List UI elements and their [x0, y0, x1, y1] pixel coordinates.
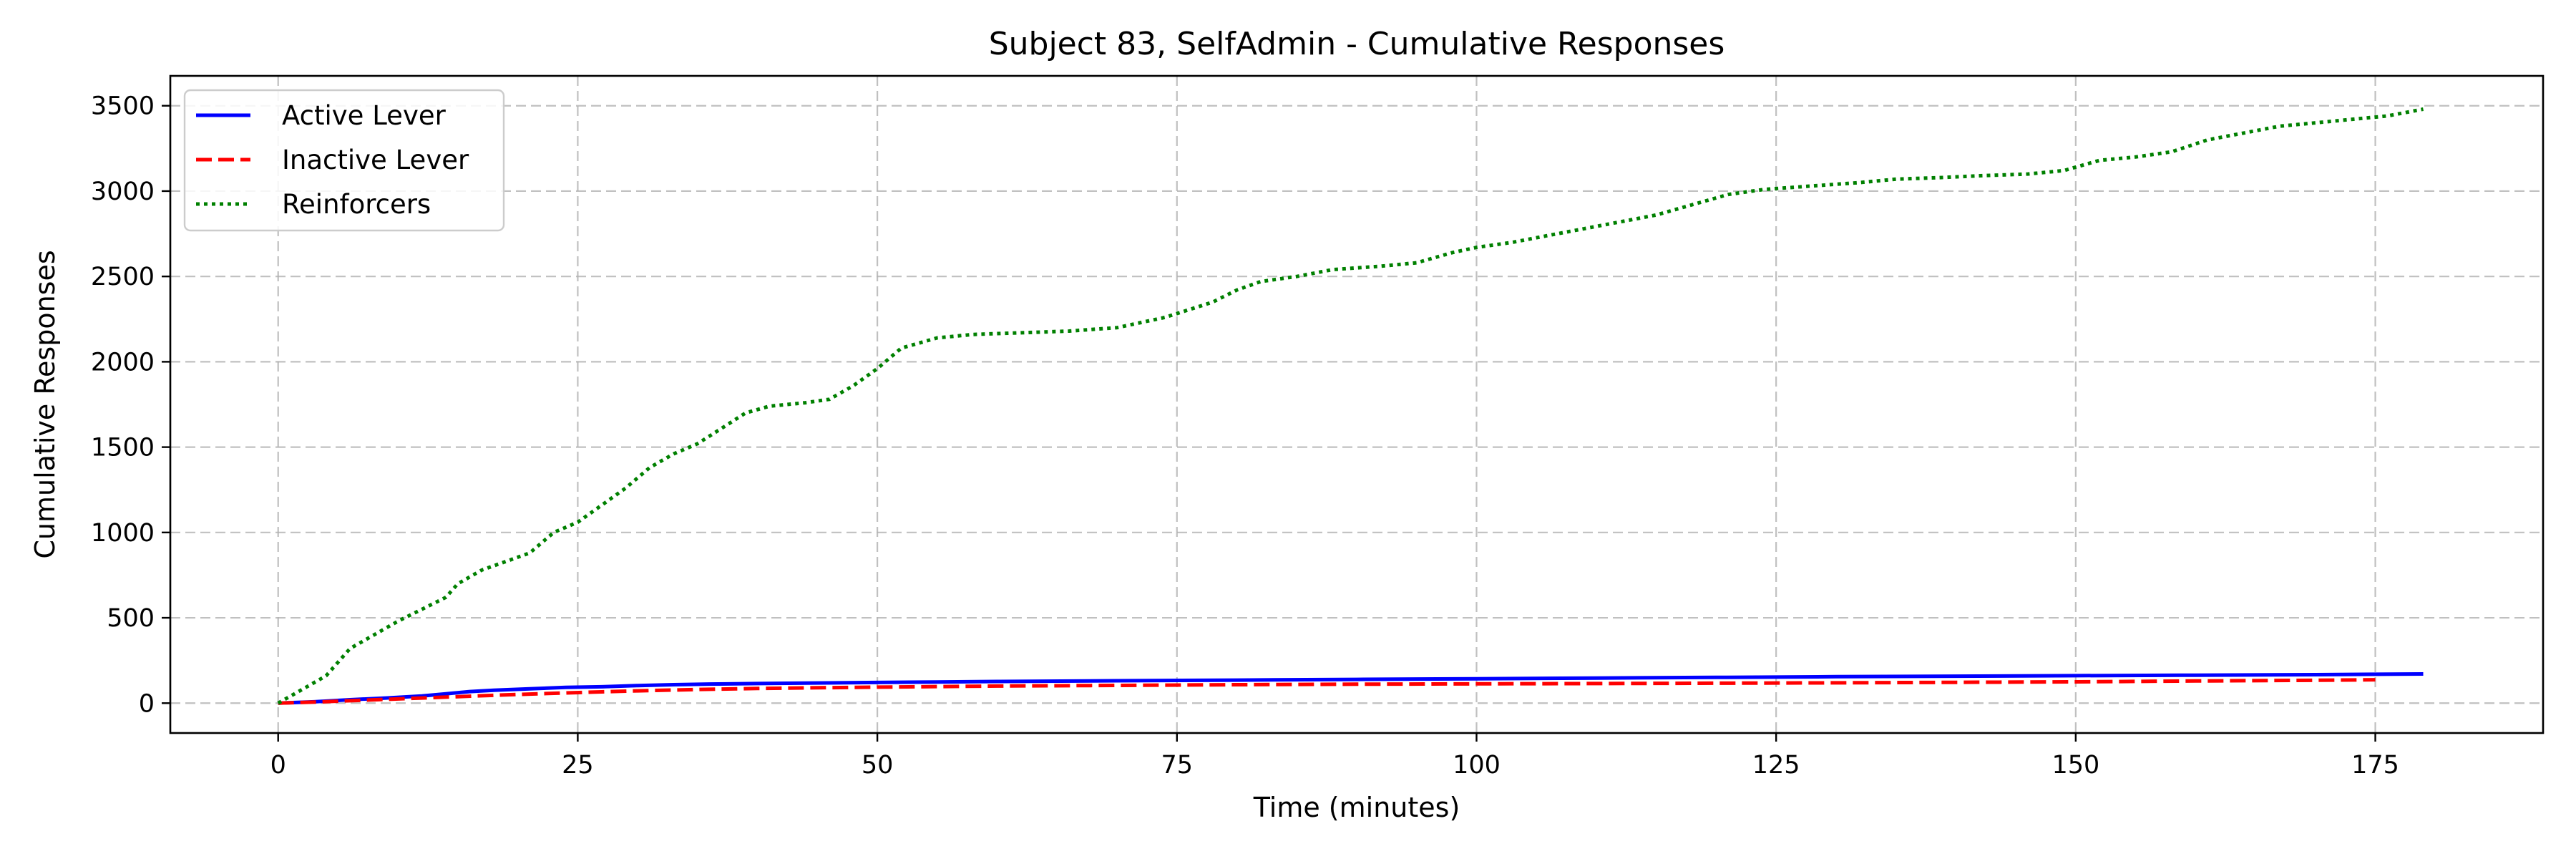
series-layer — [277, 107, 2424, 705]
chart-title: Subject 83, SelfAdmin - Cumulative Respo… — [989, 26, 1725, 62]
y-tick-label: 2000 — [91, 348, 155, 377]
legend-label: Reinforcers — [282, 189, 431, 220]
x-tick-label: 100 — [1453, 751, 1501, 780]
series-line-reinforcers — [277, 107, 2424, 705]
x-tick-label: 0 — [270, 751, 286, 780]
y-tick-label: 1500 — [91, 434, 155, 462]
legend-box — [183, 89, 505, 232]
y-tick-label: 2500 — [91, 263, 155, 291]
y-tick-label: 1000 — [91, 519, 155, 548]
series-line-inactive-lever — [278, 678, 2376, 705]
plot-frame — [169, 74, 2545, 734]
series-line-active-lever — [278, 672, 2424, 705]
legend-label: Inactive Lever — [282, 145, 469, 175]
legend-label: Active Lever — [282, 100, 447, 131]
legend: Active Lever Inactive Lever Reinforcers — [183, 89, 505, 232]
y-tick-label: 0 — [139, 689, 155, 718]
grid — [170, 76, 2543, 733]
x-tick-label: 25 — [562, 751, 594, 780]
x-tick-label: 75 — [1161, 751, 1194, 780]
y-tick-label: 500 — [107, 604, 155, 633]
y-axis-label: Cumulative Responses — [29, 250, 61, 558]
x-axis-label: Time (minutes) — [1253, 792, 1460, 823]
x-tick-label: 125 — [1752, 751, 1800, 780]
y-tick-label: 3500 — [91, 92, 155, 121]
axis-ticks: 0 25 50 75 100 125 150 175 0 500 1000 1500 2000 2500 3… — [91, 92, 2399, 780]
x-tick-label: 175 — [2351, 751, 2399, 780]
x-tick-label: 150 — [2051, 751, 2099, 780]
x-tick-label: 50 — [862, 751, 894, 780]
y-tick-label: 3000 — [91, 178, 155, 206]
